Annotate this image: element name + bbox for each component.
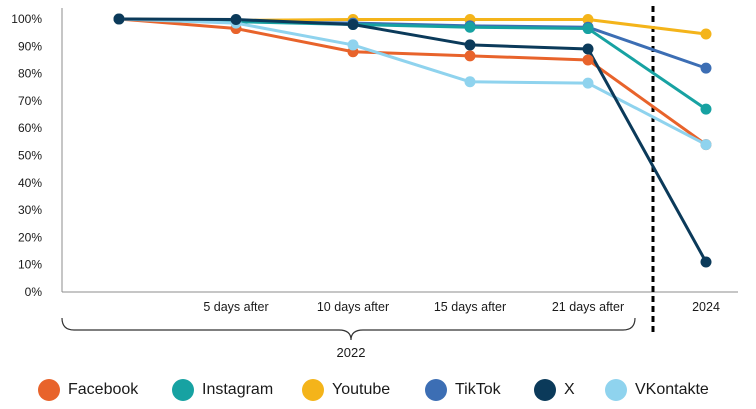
series-line-facebook <box>117 17 708 147</box>
y-tick-label: 90% <box>18 39 42 53</box>
data-point-facebook <box>464 50 476 62</box>
y-tick-label: 40% <box>18 176 42 190</box>
legend-label: Facebook <box>68 381 139 398</box>
data-point-vkontakte <box>582 77 594 89</box>
legend-label: X <box>564 381 575 398</box>
legend-swatch <box>38 379 60 401</box>
legend-swatch <box>605 379 627 401</box>
y-tick-label: 70% <box>18 94 42 108</box>
y-tick-label: 30% <box>18 203 42 217</box>
legend-item-vkontakte: VKontakte <box>605 376 709 404</box>
y-tick-label: 80% <box>18 67 42 81</box>
x-tick-label: 21 days after <box>552 300 624 314</box>
legend-swatch <box>302 379 324 401</box>
y-tick-label: 100% <box>11 12 42 26</box>
data-point-x <box>582 43 594 55</box>
legend-swatch <box>172 379 194 401</box>
series-lines <box>117 17 708 264</box>
x-tick-label: 2024 <box>692 300 720 314</box>
data-point-instagram <box>700 103 712 115</box>
data-point-vkontakte <box>347 39 359 51</box>
line-chart: 0% 10% 20% 30% 40% 50% 60% 70% 80% 90% 100% 5 days… <box>11 6 738 360</box>
legend-item-facebook: Facebook <box>38 376 138 404</box>
data-point-x <box>347 18 359 30</box>
legend-item-instagram: Instagram <box>172 376 273 404</box>
y-tick-label: 60% <box>18 121 42 135</box>
data-point-x <box>113 13 125 25</box>
data-point-youtube <box>582 14 594 26</box>
data-point-x <box>700 256 712 268</box>
data-point-vkontakte <box>700 139 712 151</box>
data-point-x <box>464 39 476 51</box>
y-axis-ticks: 0% 10% 20% 30% 40% 50% 60% 70% 80% 90% 100% <box>11 12 42 299</box>
x-tick-label: 5 days after <box>203 300 268 314</box>
legend-swatch <box>534 379 556 401</box>
y-tick-label: 0% <box>25 285 43 299</box>
data-point-tiktok <box>700 62 712 74</box>
series-line-x <box>117 17 708 264</box>
x-axis-ticks: 5 days after 10 days after 15 days after 21… <box>203 300 720 314</box>
axes <box>61 6 738 341</box>
y-tick-label: 50% <box>18 149 42 163</box>
legend-item-x: X <box>534 376 575 404</box>
y-tick-label: 20% <box>18 230 42 244</box>
data-point-instagram <box>582 23 594 35</box>
data-point-facebook <box>582 54 594 66</box>
data-point-youtube <box>700 28 712 40</box>
legend-item-tiktok: TikTok <box>425 376 501 404</box>
legend-label: Youtube <box>332 381 391 398</box>
legend-label: Instagram <box>202 381 274 398</box>
y-tick-label: 10% <box>18 258 42 272</box>
data-point-vkontakte <box>464 76 476 88</box>
legend-label: TikTok <box>455 381 501 398</box>
x-tick-label: 10 days after <box>317 300 389 314</box>
series-line-vkontakte <box>117 17 708 147</box>
legend-swatch <box>425 379 447 401</box>
data-point-instagram <box>464 21 476 33</box>
legend: Facebook Instagram Youtube TikTok X VKontakte <box>0 376 756 404</box>
legend-label: VKontakte <box>635 381 709 398</box>
x-tick-label: 15 days after <box>434 300 506 314</box>
legend-item-youtube: Youtube <box>302 376 390 404</box>
x-group-label: 2022 <box>337 345 366 360</box>
series-points <box>113 13 712 268</box>
data-point-x <box>230 14 242 26</box>
x-group-bracket <box>61 317 636 341</box>
